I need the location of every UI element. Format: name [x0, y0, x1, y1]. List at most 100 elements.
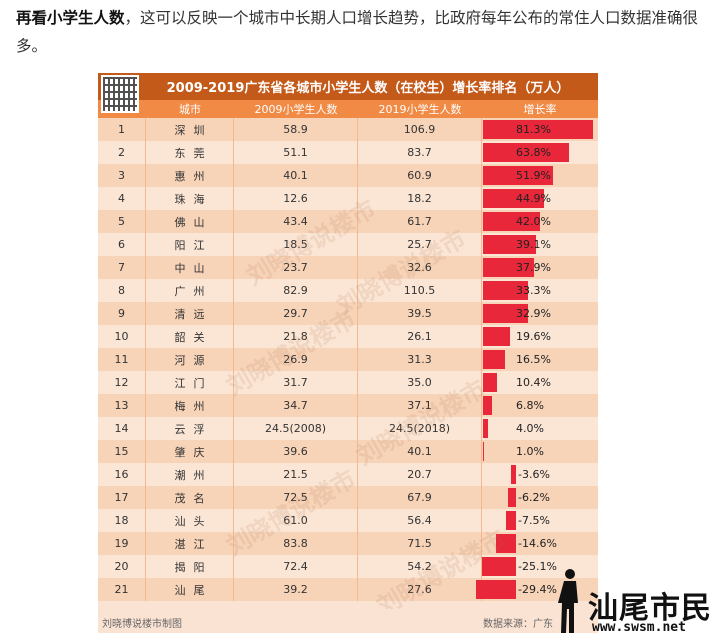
cell-rank: 20 [98, 555, 146, 578]
cell-2009: 12.6 [234, 187, 358, 210]
rate-bar [483, 143, 570, 162]
cell-rank: 21 [98, 578, 146, 601]
cell-rank: 8 [98, 279, 146, 302]
table-row: 4 珠海 12.6 18.2 44.9% [98, 187, 598, 210]
rate-label: -3.6% [518, 468, 550, 481]
cell-2009: 31.7 [234, 371, 358, 394]
rate-bar [483, 120, 593, 139]
cell-2019: 31.3 [358, 348, 482, 371]
table-row: 11 河源 26.9 31.3 16.5% [98, 348, 598, 371]
cell-2019: 24.5(2018) [358, 417, 482, 440]
rate-label: 63.8% [516, 146, 551, 159]
cell-2009: 29.7 [234, 302, 358, 325]
rate-label: 32.9% [516, 307, 551, 320]
cell-2019: 110.5 [358, 279, 482, 302]
table-row: 10 韶关 21.8 26.1 19.6% [98, 325, 598, 348]
cell-rank: 13 [98, 394, 146, 417]
table-footer: 刘晓博说楼市制图 数据来源：广东 [98, 609, 598, 633]
cell-2009: 34.7 [234, 394, 358, 417]
cell-rank: 7 [98, 256, 146, 279]
rate-label: 39.1% [516, 238, 551, 251]
cell-2019: 83.7 [358, 141, 482, 164]
table-row: 20 揭阳 72.4 54.2 -25.1% [98, 555, 598, 578]
cell-2019: 60.9 [358, 164, 482, 187]
rate-label: -14.6% [518, 537, 557, 550]
cell-city: 湛江 [146, 532, 234, 555]
cell-rank: 15 [98, 440, 146, 463]
rate-bar [483, 189, 544, 208]
cell-2009: 61.0 [234, 509, 358, 532]
logo-text: 汕尾市民网 [588, 591, 714, 626]
table-row: 12 江门 31.7 35.0 10.4% [98, 371, 598, 394]
cell-city: 东莞 [146, 141, 234, 164]
cell-2019: 32.6 [358, 256, 482, 279]
rate-label: -29.4% [518, 583, 557, 596]
cell-2019: 106.9 [358, 118, 482, 141]
cell-rank: 17 [98, 486, 146, 509]
table-row: 8 广州 82.9 110.5 33.3% [98, 279, 598, 302]
rate-bar [483, 373, 498, 392]
rate-label: 42.0% [516, 215, 551, 228]
rate-label: 16.5% [516, 353, 551, 366]
cell-city: 深圳 [146, 118, 234, 141]
cell-city: 清远 [146, 302, 234, 325]
cell-2009: 72.4 [234, 555, 358, 578]
rate-bar [505, 511, 516, 530]
cell-2019: 67.9 [358, 486, 482, 509]
footer-source: 数据来源：广东 [483, 619, 553, 630]
cell-2019: 54.2 [358, 555, 482, 578]
header-rate: 增长率 [523, 103, 557, 116]
rate-label: 19.6% [516, 330, 551, 343]
cell-2009: 26.9 [234, 348, 358, 371]
rate-bar [476, 580, 516, 599]
cell-2009: 40.1 [234, 164, 358, 187]
rate-bar [507, 488, 516, 507]
cell-city: 汕尾 [146, 578, 234, 601]
rate-bar [483, 166, 554, 185]
table-row: 15 肇庆 39.6 40.1 1.0% [98, 440, 598, 463]
cell-rank: 6 [98, 233, 146, 256]
cell-city: 河源 [146, 348, 234, 371]
cell-2019: 37.1 [358, 394, 482, 417]
logo-url: www.swsm.net [592, 620, 686, 635]
cell-rank: 9 [98, 302, 146, 325]
table-row: 14 云浮 24.5(2008) 24.5(2018) 4.0% [98, 417, 598, 440]
table-title: 2009-2019广东省各城市小学生人数（在校生）增长率排名（万人） [98, 73, 598, 100]
cell-rank: 19 [98, 532, 146, 555]
rate-label: -25.1% [518, 560, 557, 573]
silhouette-man-icon [558, 569, 578, 633]
cell-2009: 24.5(2008) [234, 417, 358, 440]
cell-2009: 23.7 [234, 256, 358, 279]
rate-label: 51.9% [516, 169, 551, 182]
cell-2019: 40.1 [358, 440, 482, 463]
rate-bar [483, 212, 540, 231]
cell-city: 肇庆 [146, 440, 234, 463]
cell-2009: 43.4 [234, 210, 358, 233]
cell-2019: 20.7 [358, 463, 482, 486]
rate-bar [483, 396, 493, 415]
cell-city: 广州 [146, 279, 234, 302]
cell-city: 阳江 [146, 233, 234, 256]
cell-2009: 72.5 [234, 486, 358, 509]
intro-paragraph: 再看小学生人数，这可以反映一个城市中长期人口增长趋势，比政府每年公布的常住人口数… [16, 4, 706, 60]
cell-city: 揭阳 [146, 555, 234, 578]
cell-2009: 21.5 [234, 463, 358, 486]
table-row: 21 汕尾 39.2 27.6 -29.4% [98, 578, 598, 601]
cell-rank: 16 [98, 463, 146, 486]
header-2019: 2019小学生人数 [378, 103, 462, 116]
qr-code-icon [101, 75, 139, 113]
rate-label: 6.8% [516, 399, 544, 412]
table-row: 18 汕头 61.0 56.4 -7.5% [98, 509, 598, 532]
cell-2019: 18.2 [358, 187, 482, 210]
site-logo: 汕尾市民网 www.swsm.net [548, 565, 714, 639]
cell-2019: 56.4 [358, 509, 482, 532]
rate-bar [483, 419, 489, 438]
rate-label: 33.3% [516, 284, 551, 297]
rate-label: -7.5% [518, 514, 550, 527]
cell-rank: 1 [98, 118, 146, 141]
header-2009: 2009小学生人数 [254, 103, 338, 116]
rate-label: -6.2% [518, 491, 550, 504]
cell-city: 汕头 [146, 509, 234, 532]
table-row: 5 佛山 43.4 61.7 42.0% [98, 210, 598, 233]
cell-rank: 18 [98, 509, 146, 532]
